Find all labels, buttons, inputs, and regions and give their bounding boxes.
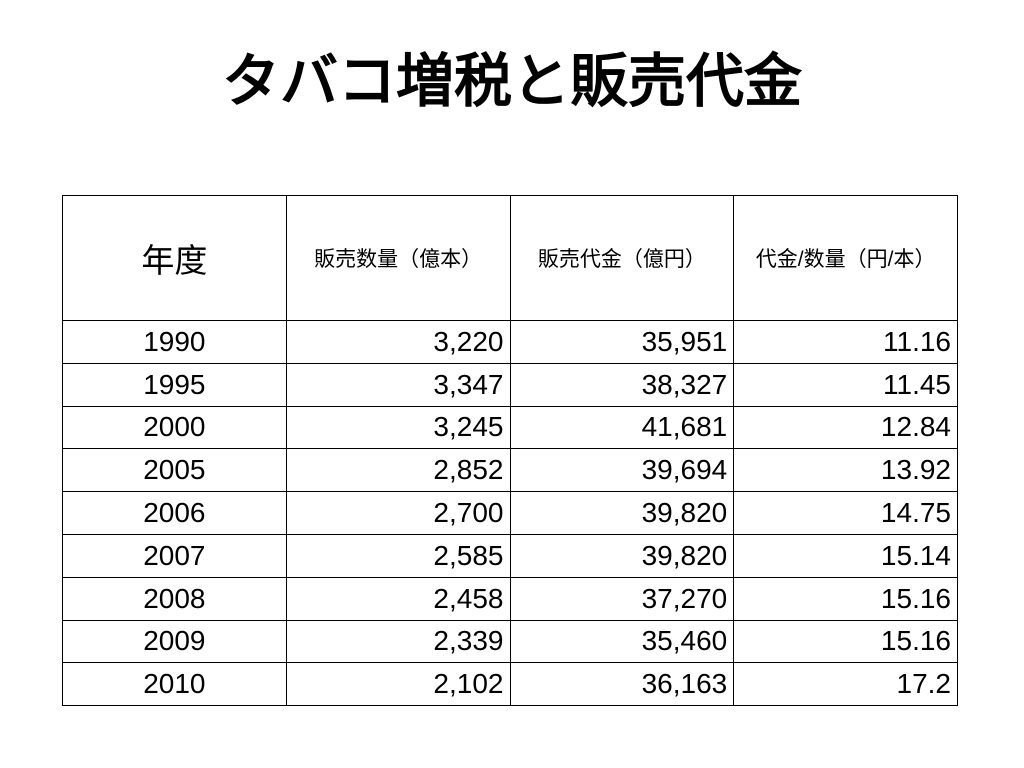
value-cell: 3,220 — [285, 320, 511, 364]
value-cell: 12.84 — [733, 405, 958, 450]
value-cell: 13.92 — [733, 448, 958, 493]
value-cell: 36,163 — [509, 662, 735, 707]
value-cell: 39,820 — [509, 533, 735, 578]
value-cell: 39,820 — [509, 491, 735, 535]
value-cell: 35,460 — [509, 619, 735, 664]
value-cell: 2,700 — [285, 491, 511, 535]
value-cell: 2,102 — [285, 662, 511, 707]
table-row: 2005 2,852 39,694 13.92 — [62, 448, 958, 493]
column-header: 販売代金（億円） — [509, 195, 735, 321]
value-cell: 15.16 — [733, 576, 958, 621]
year-cell: 2005 — [62, 448, 287, 493]
value-cell: 3,347 — [285, 362, 511, 407]
table-row: 2008 2,458 37,270 15.16 — [62, 576, 958, 621]
value-cell: 35,951 — [509, 320, 735, 364]
value-cell: 38,327 — [509, 362, 735, 407]
slide-title: タバコ増税と販売代金 — [221, 49, 802, 114]
value-cell: 11.16 — [733, 320, 958, 364]
table-row: 2009 2,339 35,460 15.16 — [62, 619, 958, 664]
value-cell: 17.2 — [733, 662, 958, 707]
table-row: 1990 3,220 35,951 11.16 — [62, 320, 958, 364]
year-cell: 2008 — [62, 576, 287, 621]
year-cell: 1995 — [62, 362, 287, 407]
column-header: 代金/数量（円/本） — [733, 195, 958, 321]
value-cell: 2,585 — [285, 533, 511, 578]
table-row: 2007 2,585 39,820 15.14 — [62, 533, 958, 578]
table-row: 1995 3,347 38,327 11.45 — [62, 362, 958, 407]
value-cell: 39,694 — [509, 448, 735, 493]
year-cell: 1990 — [62, 320, 287, 364]
table-row: 2000 3,245 41,681 12.84 — [62, 405, 958, 450]
data-table: 年度 販売数量（億本） 販売代金（億円） 代金/数量（円/本） 1990 3,220 35… — [62, 195, 958, 707]
value-cell: 2,852 — [285, 448, 511, 493]
value-cell: 15.16 — [733, 619, 958, 664]
table-row: 2010 2,102 36,163 17.2 — [62, 662, 958, 707]
year-cell: 2006 — [62, 491, 287, 535]
year-cell: 2010 — [62, 662, 287, 707]
value-cell: 15.14 — [733, 533, 958, 578]
value-cell: 11.45 — [733, 362, 958, 407]
column-header: 年度 — [62, 195, 287, 321]
year-cell: 2000 — [62, 405, 287, 450]
value-cell: 2,339 — [285, 619, 511, 664]
value-cell: 3,245 — [285, 405, 511, 450]
value-cell: 41,681 — [509, 405, 735, 450]
table-head: 年度 販売数量（億本） 販売代金（億円） 代金/数量（円/本） — [62, 195, 958, 321]
value-cell: 14.75 — [733, 491, 958, 535]
table-body: 1990 3,220 35,951 11.16 1995 3,347 38,327 11.45… — [62, 320, 958, 707]
year-cell: 2007 — [62, 533, 287, 578]
table-row: 2006 2,700 39,820 14.75 — [62, 491, 958, 535]
value-cell: 2,458 — [285, 576, 511, 621]
year-cell: 2009 — [62, 619, 287, 664]
table-header-row: 年度 販売数量（億本） 販売代金（億円） 代金/数量（円/本） — [62, 195, 958, 321]
column-header: 販売数量（億本） — [285, 195, 511, 321]
value-cell: 37,270 — [509, 576, 735, 621]
